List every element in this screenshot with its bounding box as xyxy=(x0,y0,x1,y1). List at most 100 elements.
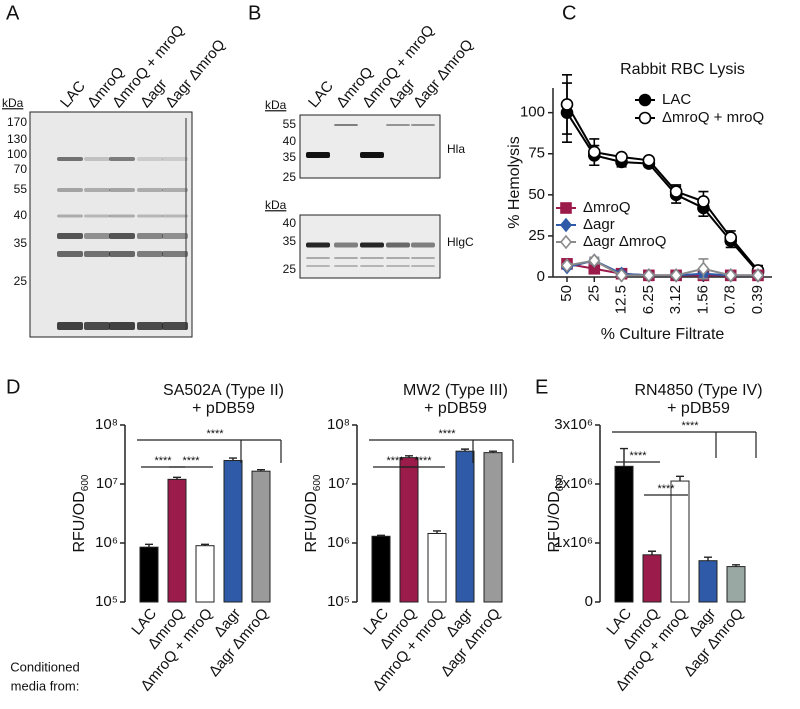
bar xyxy=(614,465,634,603)
legend-label: ΔmroQ xyxy=(583,199,631,216)
gel-band xyxy=(137,251,163,257)
legend-label: ΔmroQ + mroQ xyxy=(662,109,764,126)
y-tick-label: 50 xyxy=(528,186,545,203)
data-point xyxy=(724,231,738,244)
marker-label: 170 xyxy=(7,115,27,129)
bar xyxy=(698,560,718,603)
data-point xyxy=(751,268,765,283)
error-bar xyxy=(648,550,656,555)
bar xyxy=(483,452,503,603)
y-tick-label: 3x10⁶ xyxy=(554,416,593,433)
gel-band xyxy=(137,157,163,161)
blot-band xyxy=(360,242,384,248)
y-tick-label: 0 xyxy=(585,593,593,610)
unit-label: kDa xyxy=(265,98,287,112)
gel-band xyxy=(57,214,83,218)
gel-band xyxy=(109,157,135,161)
legend-marker xyxy=(638,111,652,125)
gel-band xyxy=(162,233,188,239)
gel-band xyxy=(137,233,163,239)
gel-band xyxy=(84,157,110,161)
data-point xyxy=(669,185,683,198)
significance-label: **** xyxy=(681,420,699,432)
gel-band xyxy=(84,251,110,257)
gel-band xyxy=(162,322,188,330)
data-point xyxy=(615,150,628,164)
gel-band xyxy=(109,251,135,257)
bar xyxy=(195,545,215,603)
blot-band xyxy=(386,265,410,267)
y-axis-label-subscript: 600 xyxy=(80,474,91,491)
gel-band xyxy=(137,188,163,192)
legend-marker xyxy=(560,202,572,214)
y-axis-label-text: RFU/OD xyxy=(71,491,88,552)
lane-label: LAC xyxy=(57,78,89,111)
significance-label: **** xyxy=(154,455,172,467)
gel-band xyxy=(84,214,110,218)
marker-label: 25 xyxy=(14,274,28,288)
blot-band xyxy=(360,152,384,158)
gel-band xyxy=(162,251,188,257)
y-tick-label: 10⁸ xyxy=(327,416,350,433)
y-tick-label: 10⁶ xyxy=(95,534,118,551)
gel-band xyxy=(109,233,135,239)
bar xyxy=(670,480,690,603)
marker-label: 35 xyxy=(283,150,297,164)
blot xyxy=(299,114,441,179)
gel-band xyxy=(84,233,110,239)
marker-label: 35 xyxy=(283,234,297,248)
gel-band xyxy=(57,188,83,192)
x-tick-label: 3.12 xyxy=(667,285,684,314)
y-tick-label: 1x10⁶ xyxy=(554,534,593,551)
data-point xyxy=(615,268,628,283)
blot-band xyxy=(334,265,358,267)
row-label: media from: xyxy=(11,678,80,693)
gel-band xyxy=(109,188,135,192)
error-bar xyxy=(620,447,628,467)
panel-label: E xyxy=(535,376,548,398)
lane-label: LAC xyxy=(305,78,337,111)
data-point xyxy=(670,268,683,283)
y-tick-label: 10⁵ xyxy=(327,593,350,610)
chart-subtitle: + pDB59 xyxy=(424,400,487,417)
chart-title: MW2 (Type III) xyxy=(403,382,508,399)
data-point xyxy=(697,195,710,208)
significance-label: **** xyxy=(657,483,675,495)
blot-band xyxy=(334,124,358,126)
marker-label: 55 xyxy=(14,182,28,196)
data-point xyxy=(560,98,574,111)
chart-subtitle: + pDB59 xyxy=(667,400,730,417)
marker-label: 40 xyxy=(14,208,28,222)
y-axis-label-text: RFU/OD xyxy=(546,491,563,552)
gel-band xyxy=(84,188,110,192)
y-tick-label: 10⁷ xyxy=(328,475,350,492)
y-tick-label: 10⁵ xyxy=(95,593,118,610)
chart-subtitle: + pDB59 xyxy=(192,400,255,417)
panel-label: A xyxy=(6,2,20,24)
marker-label: 55 xyxy=(283,117,297,131)
bar xyxy=(371,535,391,603)
gel-band xyxy=(137,322,163,330)
data-point xyxy=(560,258,574,273)
marker-label: 100 xyxy=(7,147,27,161)
bar xyxy=(427,532,447,603)
row-label: Conditioned xyxy=(10,659,79,674)
marker-label: 25 xyxy=(283,262,297,276)
x-tick-label: 50 xyxy=(558,285,575,302)
marker-label: 40 xyxy=(283,216,297,230)
blot-band xyxy=(306,152,330,158)
blot-band xyxy=(306,242,330,248)
marker-label: 35 xyxy=(14,236,28,250)
unit-label: kDa xyxy=(265,198,287,212)
marker-label: 25 xyxy=(283,170,297,184)
x-axis-label: % Culture Filtrate xyxy=(601,326,725,343)
error-bar xyxy=(461,448,469,452)
legend-label: LAC xyxy=(662,91,691,108)
gel-band xyxy=(57,157,83,161)
significance-label: **** xyxy=(414,455,432,467)
data-point xyxy=(642,268,655,283)
bar xyxy=(251,470,271,603)
blot-label: Hla xyxy=(447,142,465,156)
error-bar xyxy=(433,530,441,534)
